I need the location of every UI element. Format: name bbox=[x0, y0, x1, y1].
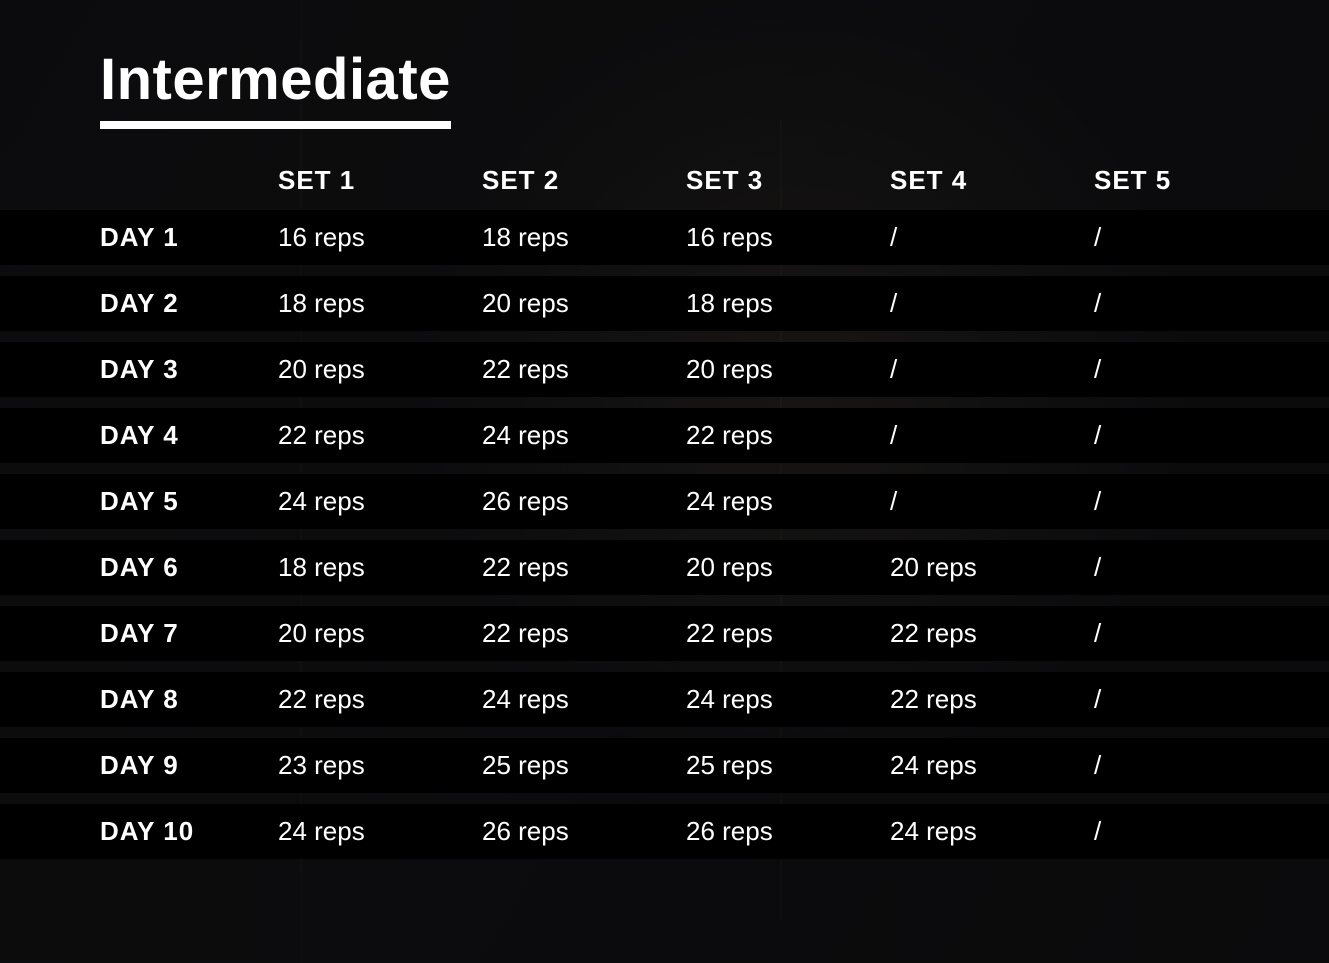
table-row: DAY 1 16 reps 18 reps 16 reps / / bbox=[0, 210, 1329, 265]
cell: / bbox=[1094, 288, 1298, 319]
cell: 22 reps bbox=[890, 618, 1094, 649]
day-label: DAY 8 bbox=[0, 684, 278, 715]
cell: 22 reps bbox=[686, 618, 890, 649]
cell: / bbox=[1094, 222, 1298, 253]
cell: / bbox=[890, 222, 1094, 253]
cell: 22 reps bbox=[482, 552, 686, 583]
cell: / bbox=[1094, 420, 1298, 451]
cell: / bbox=[1094, 750, 1298, 781]
cell: 22 reps bbox=[686, 420, 890, 451]
day-label: DAY 2 bbox=[0, 288, 278, 319]
cell: 25 reps bbox=[686, 750, 890, 781]
cell: 24 reps bbox=[890, 750, 1094, 781]
cell: 22 reps bbox=[482, 354, 686, 385]
cell: / bbox=[1094, 552, 1298, 583]
cell: / bbox=[890, 420, 1094, 451]
day-label: DAY 1 bbox=[0, 222, 278, 253]
cell: / bbox=[1094, 486, 1298, 517]
day-label: DAY 7 bbox=[0, 618, 278, 649]
cell: / bbox=[890, 288, 1094, 319]
cell: 24 reps bbox=[686, 684, 890, 715]
cell: 20 reps bbox=[278, 354, 482, 385]
cell: 24 reps bbox=[278, 486, 482, 517]
workout-table: SET 1 SET 2 SET 3 SET 4 SET 5 DAY 1 16 r… bbox=[0, 150, 1329, 870]
cell: 18 reps bbox=[482, 222, 686, 253]
cell: 24 reps bbox=[686, 486, 890, 517]
table-row: DAY 3 20 reps 22 reps 20 reps / / bbox=[0, 342, 1329, 397]
page-title: Intermediate bbox=[100, 50, 451, 129]
cell: 16 reps bbox=[278, 222, 482, 253]
cell: / bbox=[1094, 354, 1298, 385]
cell: 25 reps bbox=[482, 750, 686, 781]
cell: 16 reps bbox=[686, 222, 890, 253]
table-header-row: SET 1 SET 2 SET 3 SET 4 SET 5 bbox=[0, 150, 1329, 210]
cell: 20 reps bbox=[686, 552, 890, 583]
table-row: DAY 5 24 reps 26 reps 24 reps / / bbox=[0, 474, 1329, 529]
cell: 26 reps bbox=[686, 816, 890, 847]
cell: 26 reps bbox=[482, 816, 686, 847]
cell: 22 reps bbox=[482, 618, 686, 649]
cell: 20 reps bbox=[686, 354, 890, 385]
cell: 18 reps bbox=[686, 288, 890, 319]
day-label: DAY 5 bbox=[0, 486, 278, 517]
table-row: DAY 2 18 reps 20 reps 18 reps / / bbox=[0, 276, 1329, 331]
day-label: DAY 9 bbox=[0, 750, 278, 781]
cell: / bbox=[1094, 618, 1298, 649]
page-background: Intermediate SET 1 SET 2 SET 3 SET 4 SET… bbox=[0, 0, 1329, 963]
day-label: DAY 4 bbox=[0, 420, 278, 451]
cell: 20 reps bbox=[890, 552, 1094, 583]
table-row: DAY 9 23 reps 25 reps 25 reps 24 reps / bbox=[0, 738, 1329, 793]
header-set-3: SET 3 bbox=[686, 165, 890, 196]
table-row: DAY 7 20 reps 22 reps 22 reps 22 reps / bbox=[0, 606, 1329, 661]
cell: / bbox=[890, 354, 1094, 385]
day-label: DAY 6 bbox=[0, 552, 278, 583]
cell: 24 reps bbox=[278, 816, 482, 847]
cell: 24 reps bbox=[482, 684, 686, 715]
header-set-5: SET 5 bbox=[1094, 165, 1298, 196]
title-container: Intermediate bbox=[100, 50, 451, 129]
header-set-1: SET 1 bbox=[278, 165, 482, 196]
cell: 26 reps bbox=[482, 486, 686, 517]
table-row: DAY 6 18 reps 22 reps 20 reps 20 reps / bbox=[0, 540, 1329, 595]
day-label: DAY 10 bbox=[0, 816, 278, 847]
cell: 20 reps bbox=[482, 288, 686, 319]
cell: / bbox=[1094, 684, 1298, 715]
cell: 22 reps bbox=[278, 420, 482, 451]
cell: 24 reps bbox=[890, 816, 1094, 847]
table-row: DAY 10 24 reps 26 reps 26 reps 24 reps / bbox=[0, 804, 1329, 859]
cell: / bbox=[890, 486, 1094, 517]
table-row: DAY 4 22 reps 24 reps 22 reps / / bbox=[0, 408, 1329, 463]
cell: 20 reps bbox=[278, 618, 482, 649]
cell: 22 reps bbox=[890, 684, 1094, 715]
cell: 24 reps bbox=[482, 420, 686, 451]
cell: / bbox=[1094, 816, 1298, 847]
table-row: DAY 8 22 reps 24 reps 24 reps 22 reps / bbox=[0, 672, 1329, 727]
header-set-2: SET 2 bbox=[482, 165, 686, 196]
cell: 18 reps bbox=[278, 552, 482, 583]
header-set-4: SET 4 bbox=[890, 165, 1094, 196]
cell: 23 reps bbox=[278, 750, 482, 781]
cell: 18 reps bbox=[278, 288, 482, 319]
cell: 22 reps bbox=[278, 684, 482, 715]
day-label: DAY 3 bbox=[0, 354, 278, 385]
